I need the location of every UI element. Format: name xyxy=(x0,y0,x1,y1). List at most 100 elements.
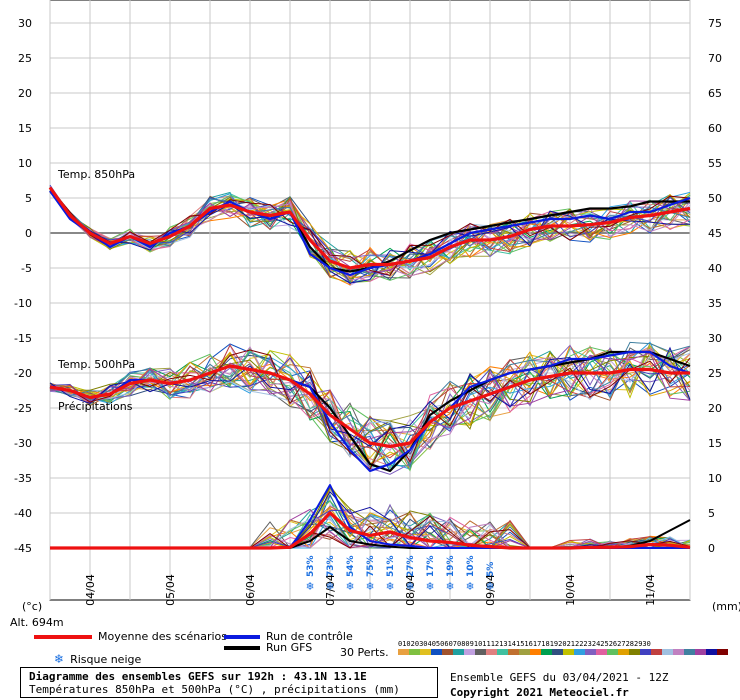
legend-gfs: Run GFS xyxy=(224,641,312,654)
perturbation-swatch xyxy=(607,649,618,655)
perturbation-swatch xyxy=(508,649,519,655)
right-tick-label: 50 xyxy=(708,192,722,205)
legend-mean-label: Moyenne des scénarios xyxy=(98,630,227,643)
perturbation-swatch xyxy=(618,649,629,655)
snow-risk-marker: ❄ 54% xyxy=(346,555,356,593)
info-subtitle: Températures 850hPa et 500hPa (°C) , pré… xyxy=(29,683,400,696)
snowflake-icon: ❄ xyxy=(386,579,393,593)
right-tick-label: 30 xyxy=(708,332,722,345)
perturbation-swatch xyxy=(420,649,431,655)
snowflake-icon: ❄ xyxy=(466,579,473,593)
perturbation-swatch xyxy=(475,649,486,655)
info-title: Diagramme des ensembles GEFS sur 192h : … xyxy=(29,670,367,683)
perturbation-swatch xyxy=(684,649,695,655)
mean-t500-line xyxy=(49,364,690,449)
snow-risk-markers: ❄ 53% ❄ 73% ❄ 54% ❄ 75% ❄ 51% ❄ 27% ❄ 17% ❄ 19% ❄ 10% ❄ 5% xyxy=(306,555,496,593)
perturbation-swatch xyxy=(673,649,684,655)
perturbation-swatch xyxy=(497,649,508,655)
snowflake-icon: ❄ xyxy=(486,579,493,593)
mean-precip-line xyxy=(50,511,691,550)
left-tick-label: -10 xyxy=(14,297,32,310)
perturbation-swatch xyxy=(453,649,464,655)
right-tick-label: 70 xyxy=(708,52,722,65)
snowflake-icon: ❄ xyxy=(446,579,453,593)
label-t850: Temp. 850hPa xyxy=(57,168,135,181)
chart-grid xyxy=(49,0,691,601)
snow-risk-marker: ❄ 19% xyxy=(446,555,456,593)
legend-control-swatch xyxy=(224,635,260,639)
snow-risk-percent: 53% xyxy=(306,555,316,577)
x-tick-label: 05/04 xyxy=(164,574,177,606)
snowflake-icon: ❄ xyxy=(426,579,433,593)
left-unit-label: (°c) xyxy=(22,600,42,613)
left-tick-label: 25 xyxy=(18,52,32,65)
perturbation-line xyxy=(49,349,691,471)
perturbation-swatch xyxy=(706,649,717,655)
perturbation-swatch xyxy=(431,649,442,655)
snowflake-icon: ❄ xyxy=(326,579,333,593)
perturbation-swatch xyxy=(398,649,409,655)
snowflake-icon: ❄ xyxy=(54,652,65,666)
right-tick-label: 55 xyxy=(708,157,722,170)
left-tick-label: 5 xyxy=(25,192,32,205)
perturbation-line xyxy=(49,341,691,469)
perturbation-swatch xyxy=(541,649,552,655)
left-tick-label: -20 xyxy=(14,367,32,380)
right-tick-label: 45 xyxy=(708,227,722,240)
copyright: Copyright 2021 Meteociel.fr xyxy=(450,686,629,699)
perturbation-line xyxy=(49,188,691,273)
perturbation-key: 0102030405060708091011121314151617181920… xyxy=(398,640,728,655)
legend-control: Run de contrôle xyxy=(224,630,353,643)
right-tick-label: 0 xyxy=(708,542,715,555)
label-precip: Précipitations xyxy=(58,400,133,413)
x-tick-label: 07/04 xyxy=(324,574,337,606)
x-tick-label: 06/04 xyxy=(244,574,257,606)
snow-risk-percent: 10% xyxy=(466,555,476,577)
perturbation-swatch xyxy=(585,649,596,655)
left-tick-label: 10 xyxy=(18,157,32,170)
right-tick-label: 60 xyxy=(708,122,722,135)
left-tick-label: 20 xyxy=(18,87,32,100)
x-axis-ticks: 04/04 05/04 06/04 07/04 08/04 09/04 10/04 11/04 xyxy=(84,574,657,606)
right-tick-label: 10 xyxy=(708,472,722,485)
perturbation-line xyxy=(49,343,691,452)
perturbation-line xyxy=(49,346,691,448)
snow-risk-percent: 73% xyxy=(326,555,336,577)
snow-risk-marker: ❄ 10% xyxy=(466,555,476,593)
perturbation-swatch xyxy=(596,649,607,655)
snow-risk-marker: ❄ 17% xyxy=(426,555,436,593)
perturbation-line xyxy=(49,346,691,450)
snowflake-icon: ❄ xyxy=(406,579,413,593)
perturbation-swatch xyxy=(464,649,475,655)
perturbation-swatch xyxy=(442,649,453,655)
x-tick-label: 04/04 xyxy=(84,574,97,606)
perturbation-swatch xyxy=(640,649,651,655)
snowflake-icon: ❄ xyxy=(306,579,313,593)
right-tick-label: 15 xyxy=(708,437,722,450)
left-tick-label: 30 xyxy=(18,17,32,30)
perturbation-line xyxy=(49,188,691,271)
perturbation-swatch xyxy=(486,649,497,655)
snow-risk-percent: 51% xyxy=(386,555,396,577)
left-tick-label: -45 xyxy=(14,542,32,555)
perturbation-swatch xyxy=(574,649,585,655)
perturbation-line xyxy=(49,186,691,279)
left-tick-label: 0 xyxy=(25,227,32,240)
perturbation-swatch xyxy=(552,649,563,655)
legend-gfs-label: Run GFS xyxy=(266,641,313,654)
perturbation-swatch xyxy=(651,649,662,655)
snow-risk-marker: ❄ 75% xyxy=(366,555,376,593)
right-unit-label: (mm) xyxy=(712,600,740,613)
right-tick-label: 35 xyxy=(708,297,722,310)
left-tick-label: -40 xyxy=(14,507,32,520)
info-box: Diagramme des ensembles GEFS sur 192h : … xyxy=(20,667,438,698)
left-tick-label: 15 xyxy=(18,122,32,135)
perturbation-line xyxy=(49,352,691,446)
snow-risk-marker: ❄ 53% xyxy=(306,555,316,593)
perturbation-swatches xyxy=(398,649,728,655)
perturbation-swatch xyxy=(519,649,530,655)
left-axis-ticks: 30 25 20 15 10 5 0 -5 -10 -15 -20 -25 -30 -35 -40 -45 xyxy=(14,17,32,555)
x-tick-label: 10/04 xyxy=(564,574,577,606)
legend-mean-swatch xyxy=(34,635,92,639)
perturbation-swatch xyxy=(629,649,640,655)
